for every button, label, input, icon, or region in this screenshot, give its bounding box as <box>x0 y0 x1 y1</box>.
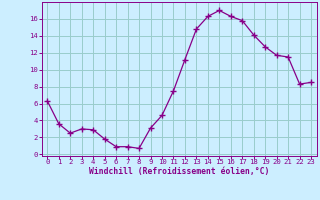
X-axis label: Windchill (Refroidissement éolien,°C): Windchill (Refroidissement éolien,°C) <box>89 167 269 176</box>
